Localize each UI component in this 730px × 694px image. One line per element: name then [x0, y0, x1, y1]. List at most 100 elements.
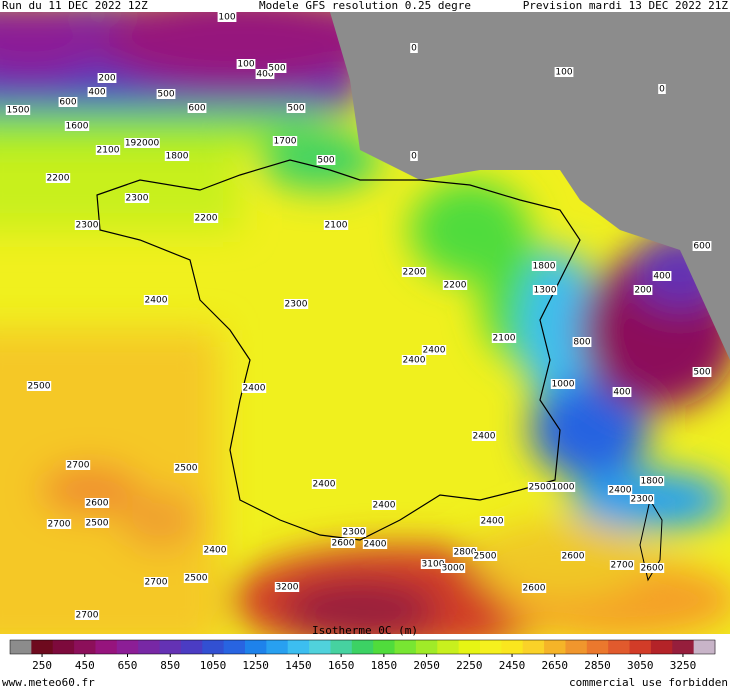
- label-box: [452, 547, 478, 557]
- contour-label: 2500: [529, 483, 552, 493]
- contour-label: 2600: [332, 539, 355, 549]
- label-box: [442, 280, 468, 290]
- contour-label: 2800: [454, 548, 477, 558]
- colorbar-tick-label: 1850: [371, 659, 398, 672]
- contour-label: 2400: [364, 540, 387, 550]
- contour-label: 800: [573, 338, 590, 348]
- contour-label: 2700: [48, 520, 71, 530]
- contour-label: 500: [157, 90, 174, 100]
- colorbar-tick-label: 1650: [328, 659, 355, 672]
- contour-label: 2100: [493, 334, 516, 344]
- label-box: [97, 73, 117, 83]
- label-box: [183, 573, 209, 583]
- contour-label: 2400: [403, 356, 426, 366]
- label-box: [187, 103, 207, 113]
- colorbar-cell: [480, 640, 502, 654]
- contour-label: 3100: [422, 560, 445, 570]
- colorbar-cell: [180, 640, 203, 654]
- label-box: [560, 551, 586, 561]
- contour-label: 500: [317, 156, 334, 166]
- label-box: [124, 138, 160, 148]
- colorbar-cell: [565, 640, 588, 654]
- notice: commercial use forbidden: [569, 676, 728, 689]
- contour-label: 1300: [534, 286, 557, 296]
- colorbar-cell: [52, 640, 75, 654]
- contour-label: 2600: [641, 564, 664, 574]
- label-box: [316, 155, 336, 165]
- contour-label: 1800: [533, 262, 556, 272]
- source: www.meteo60.fr: [2, 676, 95, 689]
- colorbar-cell: [309, 640, 331, 654]
- label-box: [440, 563, 466, 573]
- colorbar-tick-label: 250: [32, 659, 52, 672]
- label-box: [629, 494, 655, 504]
- contour-label: 400: [256, 70, 273, 80]
- colorbar-cell: [266, 640, 289, 654]
- colorbar-cell: [95, 640, 118, 654]
- colorbar-cell: [287, 640, 310, 654]
- contour-label: 0: [659, 85, 665, 95]
- contour-label: 0: [411, 44, 417, 54]
- colorbar-cell: [501, 640, 524, 654]
- contour-label: 400: [613, 388, 630, 398]
- label-box: [267, 63, 287, 73]
- label-box: [692, 241, 712, 251]
- colorbar-tick-label: 450: [75, 659, 95, 672]
- contour-label: 1000: [552, 380, 575, 390]
- contour-label: 2300: [631, 495, 654, 505]
- label-box: [272, 136, 298, 146]
- label-box: [64, 121, 90, 131]
- colorbar-cell: [159, 640, 182, 654]
- contour-label: 400: [88, 88, 105, 98]
- colorbar-cell: [373, 640, 396, 654]
- colorbar-tick-label: 1250: [242, 659, 269, 672]
- colorbar-cell: [544, 640, 566, 654]
- contour-label: 192000: [125, 139, 160, 149]
- contour-label: 2400: [204, 546, 227, 556]
- label-box: [550, 379, 576, 389]
- contour-label: 2500: [28, 382, 51, 392]
- label-box: [323, 220, 349, 230]
- label-box: [410, 43, 418, 53]
- label-box: [527, 482, 553, 492]
- colorbar-cell: [458, 640, 481, 654]
- label-box: [341, 527, 367, 537]
- label-box: [164, 151, 190, 161]
- contour-label: 500: [693, 368, 710, 378]
- label-box: [491, 333, 517, 343]
- label-box: [65, 460, 91, 470]
- label-box: [554, 67, 574, 77]
- forecast-label: Prevision mardi 13 DEC 2022 21Z: [523, 0, 729, 12]
- label-box: [420, 559, 446, 569]
- contour-label: 100: [218, 13, 235, 23]
- contour-label: 600: [693, 242, 710, 252]
- label-box: [472, 551, 498, 561]
- colorbar-tick-label: 2650: [542, 659, 569, 672]
- colorbar-cell: [522, 640, 545, 654]
- label-box: [401, 355, 427, 365]
- colorbar-frame: [9, 639, 716, 655]
- colorbar-cell: [31, 640, 54, 654]
- contour-label: 2400: [313, 480, 336, 490]
- colorbar-tick-label: 2250: [456, 659, 483, 672]
- colorbar-cell: [116, 640, 139, 654]
- contour-label: 2500: [185, 574, 208, 584]
- label-box: [410, 151, 418, 161]
- colorbar-cell: [650, 640, 673, 654]
- label-box: [74, 220, 100, 230]
- contour-label: 2300: [76, 221, 99, 231]
- contour-label: 2200: [403, 268, 426, 278]
- run-label: Run du 11 DEC 2022 12Z: [2, 0, 148, 12]
- colorbar-tick-label: 850: [160, 659, 180, 672]
- contour-label: 1800: [166, 152, 189, 162]
- contour-label: 2200: [444, 281, 467, 291]
- label-box: [639, 563, 665, 573]
- label-box: [286, 103, 306, 113]
- contour-label: 2300: [285, 300, 308, 310]
- contour-label: 2400: [473, 432, 496, 442]
- colorbar-tick-label: 3250: [670, 659, 697, 672]
- label-box: [362, 539, 388, 549]
- contour-label: 600: [59, 98, 76, 108]
- contour-label: 2200: [195, 214, 218, 224]
